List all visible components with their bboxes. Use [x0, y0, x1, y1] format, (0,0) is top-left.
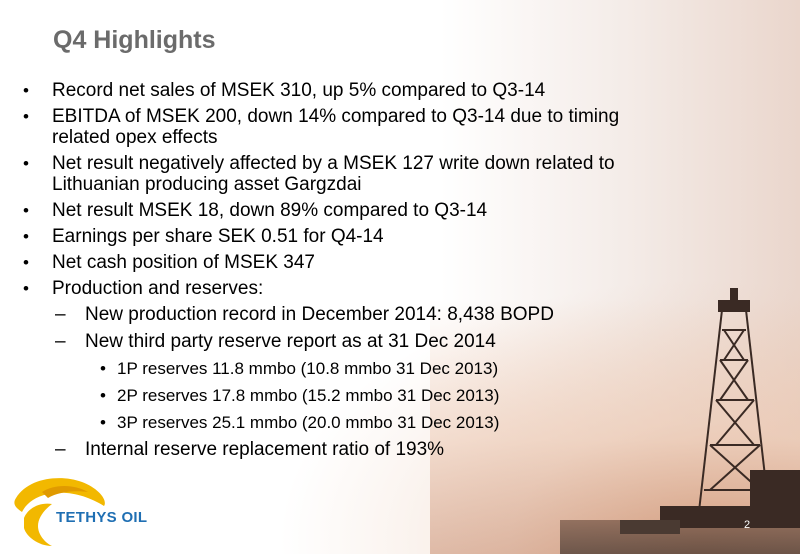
sub-bullet-text: Internal reserve replacement ratio of 19… — [85, 439, 445, 460]
dash-marker: – — [55, 331, 66, 352]
sub-list-item: – New production record in December 2014… — [0, 304, 760, 325]
highlights-list: • Record net sales of MSEK 310, up 5% co… — [0, 80, 760, 466]
drilling-rig-icon — [620, 288, 800, 534]
bullet-marker: • — [23, 253, 29, 272]
bullet-marker: • — [23, 154, 29, 173]
bullet-text: Earnings per share SEK 0.51 for Q4-14 — [52, 226, 384, 247]
list-item: • EBITDA of MSEK 200, down 14% compared … — [0, 106, 760, 148]
bullet-marker: • — [23, 81, 29, 100]
page-number: 2 — [744, 519, 751, 531]
bullet-marker: • — [100, 413, 106, 432]
reserve-text: 3P reserves 25.1 mmbo (20.0 mmbo 31 Dec … — [117, 413, 500, 432]
bullet-text: Production and reserves: — [52, 278, 264, 299]
bullet-marker: • — [23, 279, 29, 298]
sub-list-item: – New third party reserve report as at 3… — [0, 331, 760, 352]
list-item: • Production and reserves: — [0, 278, 760, 299]
dash-marker: – — [55, 304, 66, 325]
reserve-text: 1P reserves 11.8 mmbo (10.8 mmbo 31 Dec … — [117, 359, 499, 378]
bullet-text: Net result negatively affected by a MSEK… — [52, 153, 615, 174]
dash-marker: – — [55, 439, 66, 460]
page-title: Q4 Highlights — [53, 26, 216, 54]
bullet-text: Net cash position of MSEK 347 — [52, 252, 315, 273]
reserve-item: • 1P reserves 11.8 mmbo (10.8 mmbo 31 De… — [0, 358, 760, 379]
bullet-marker: • — [100, 359, 106, 378]
bullet-text-continued: Lithuanian producing asset Gargzdai — [52, 174, 362, 195]
tethys-oil-logo-icon — [14, 478, 105, 546]
sub-list-item: – Internal reserve replacement ratio of … — [0, 439, 760, 460]
list-item: • Earnings per share SEK 0.51 for Q4-14 — [0, 226, 760, 247]
bullet-marker: • — [100, 386, 106, 405]
bullet-marker: • — [23, 107, 29, 126]
bullet-text-continued: related opex effects — [52, 127, 218, 148]
list-item: • Net result negatively affected by a MS… — [0, 153, 760, 195]
bullet-text: Record net sales of MSEK 310, up 5% comp… — [52, 80, 546, 101]
bullet-marker: • — [23, 201, 29, 220]
bullet-text: Net result MSEK 18, down 89% compared to… — [52, 200, 488, 221]
sub-bullet-text: New production record in December 2014: … — [85, 304, 554, 325]
reserve-item: • 3P reserves 25.1 mmbo (20.0 mmbo 31 De… — [0, 412, 760, 433]
bullet-marker: • — [23, 227, 29, 246]
logo-text: TETHYS OIL — [56, 509, 148, 526]
list-item: • Net cash position of MSEK 347 — [0, 252, 760, 273]
reserve-text: 2P reserves 17.8 mmbo (15.2 mmbo 31 Dec … — [117, 386, 500, 405]
reserve-item: • 2P reserves 17.8 mmbo (15.2 mmbo 31 De… — [0, 385, 760, 406]
list-item: • Record net sales of MSEK 310, up 5% co… — [0, 80, 760, 101]
list-item: • Net result MSEK 18, down 89% compared … — [0, 200, 760, 221]
bullet-text: EBITDA of MSEK 200, down 14% compared to… — [52, 106, 620, 127]
sub-bullet-text: New third party reserve report as at 31 … — [85, 331, 496, 352]
